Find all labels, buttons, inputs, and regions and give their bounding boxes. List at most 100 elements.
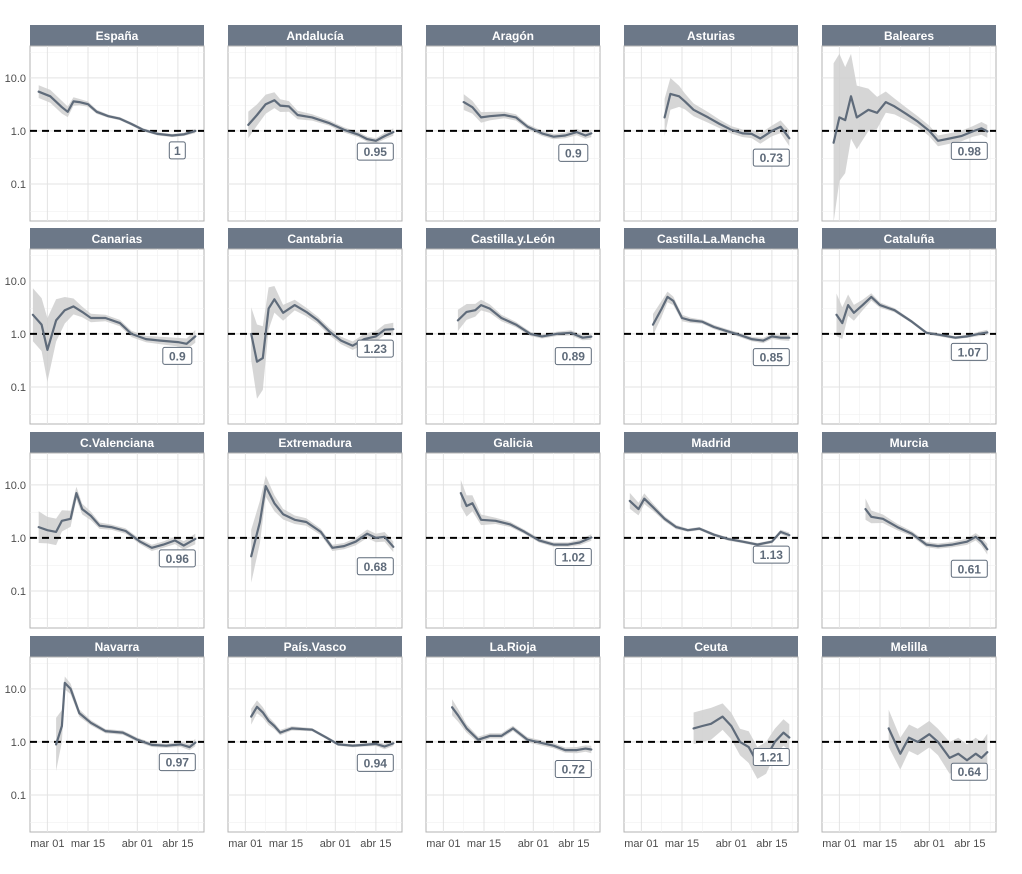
last-value-label-box: [950, 342, 988, 361]
series-line: [663, 92, 791, 140]
facet-title: Navarra: [95, 640, 140, 654]
x-tick-label: abr 15: [162, 838, 193, 850]
last-value-label: 0.94: [364, 756, 388, 770]
facet-title: Extremadura: [278, 436, 352, 450]
facet-title: Asturias: [687, 29, 735, 43]
facet-title: Baleares: [884, 29, 934, 43]
facet-panel: La.Rioja 0.72: [425, 636, 601, 833]
series-line: [651, 295, 791, 342]
x-tick-label: mar 15: [269, 838, 303, 850]
facet-title: Andalucía: [286, 29, 344, 43]
facet-panel: España 1: [29, 25, 205, 222]
plot-area: [29, 248, 205, 425]
y-tick-label: 1.0: [11, 533, 26, 545]
last-value-label: 1: [174, 144, 181, 158]
facet-title: Cataluña: [884, 232, 935, 246]
x-tick-label: abr 01: [716, 838, 747, 850]
last-value-label: 0.96: [166, 552, 190, 566]
last-value-label: 0.85: [760, 351, 784, 365]
last-value-label-box: [158, 753, 196, 772]
confidence-band: [664, 78, 790, 147]
last-value-label: 0.89: [562, 350, 586, 364]
series-line: [31, 305, 197, 351]
series-line: [54, 681, 197, 749]
facet-strip: [624, 25, 798, 46]
facet-panel: Baleares 0.98: [821, 25, 997, 223]
facet-title: Murcia: [890, 436, 929, 450]
series-line: [247, 99, 395, 142]
last-value-label-box: [558, 143, 589, 162]
facet-title: Canarias: [92, 232, 143, 246]
last-value-label-box: [950, 141, 988, 160]
y-tick-label: 1.0: [11, 737, 26, 749]
series-line: [451, 706, 593, 752]
facet-strip: [426, 25, 600, 46]
facet-title: La.Rioja: [490, 640, 537, 654]
facet-panel: Canarias 0.9: [29, 228, 205, 425]
y-tick-label: 0.1: [11, 179, 26, 191]
series-line: [462, 100, 593, 138]
last-value-label-box: [554, 347, 592, 366]
last-value-label: 0.61: [958, 562, 982, 576]
confidence-band: [32, 288, 196, 382]
y-tick-label: 10.0: [5, 684, 26, 696]
facet-panel: Murcia 0.61: [821, 432, 997, 629]
x-tick-label: mar 01: [30, 838, 64, 850]
x-tick-label: abr 15: [360, 838, 391, 850]
facet-title: Ceuta: [694, 640, 728, 654]
plot-area: [425, 452, 601, 629]
series-line: [864, 508, 989, 551]
facet-title: Castilla.y.León: [471, 232, 555, 246]
last-value-label-box: [356, 142, 394, 161]
last-value-label-box: [554, 547, 592, 566]
x-tick-label: abr 01: [518, 838, 549, 850]
last-value-label-box: [752, 348, 790, 367]
last-value-label-box: [752, 148, 790, 167]
facet-strip: [624, 636, 798, 657]
facet-strip: [228, 25, 402, 46]
facet-panel: Aragón 0.9: [425, 25, 601, 222]
plot-area: [623, 452, 799, 629]
facet-strip: [30, 432, 204, 453]
plot-area: [425, 656, 601, 833]
series-line: [459, 492, 593, 546]
series-line: [887, 727, 989, 762]
x-tick-label: abr 01: [122, 838, 153, 850]
series-line: [37, 492, 197, 549]
x-tick-label: abr 01: [320, 838, 351, 850]
facet-panel: Cataluña 1.07: [821, 228, 997, 425]
last-value-label-box: [356, 753, 394, 772]
x-tick-label: abr 15: [954, 838, 985, 850]
last-value-label: 0.95: [364, 145, 388, 159]
last-value-label-box: [752, 545, 790, 564]
facet-panel: Navarra 0.97: [29, 636, 205, 833]
facet-panel: Andalucía 0.95: [227, 25, 403, 222]
y-tick-label: 0.1: [11, 586, 26, 598]
x-tick-label: abr 01: [914, 838, 945, 850]
facet-panel: País.Vasco 0.94: [227, 636, 403, 833]
confidence-band: [251, 286, 394, 399]
y-tick-label: 1.0: [11, 329, 26, 341]
facet-panel: C.Valenciana 0.96: [29, 432, 205, 629]
last-value-label-box: [356, 557, 394, 576]
facet-panel: Galicia 1.02: [425, 432, 601, 629]
x-tick-label: mar 15: [71, 838, 105, 850]
facet-strip: [30, 25, 204, 46]
last-value-label: 1.07: [958, 345, 982, 359]
last-value-label-box: [554, 759, 592, 778]
x-tick-label: abr 15: [756, 838, 787, 850]
facet-title: Melilla: [891, 640, 928, 654]
last-value-label: 0.73: [760, 151, 784, 165]
last-value-label: 0.98: [958, 144, 982, 158]
facet-title: Castilla.La.Mancha: [657, 232, 765, 246]
facet-panel: Castilla.La.Mancha 0.85: [623, 228, 799, 425]
facet-panel: Melilla 0.64: [821, 636, 997, 833]
last-value-label: 1.23: [364, 342, 388, 356]
last-value-label: 1.02: [562, 550, 586, 564]
facet-title: C.Valenciana: [80, 436, 154, 450]
x-tick-label: abr 15: [558, 838, 589, 850]
facet-panel: Asturias 0.73: [623, 25, 799, 222]
facet-strip: [624, 432, 798, 453]
last-value-label-box: [752, 748, 790, 767]
